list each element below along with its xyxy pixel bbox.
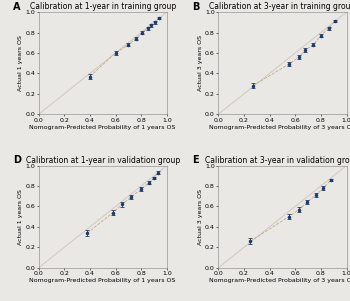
- X-axis label: Nomogram-Predicted Probability of 1 years OS: Nomogram-Predicted Probability of 1 year…: [29, 278, 176, 284]
- X-axis label: Nomogram-Predicted Probability of 3 years OS: Nomogram-Predicted Probability of 3 year…: [209, 278, 350, 284]
- Title: Calibration at 3-year in training group: Calibration at 3-year in training group: [209, 2, 350, 11]
- Title: Calibration at 3-year in validation group: Calibration at 3-year in validation grou…: [205, 156, 350, 165]
- Text: E: E: [193, 155, 199, 165]
- X-axis label: Nomogram-Predicted Probability of 3 years OS: Nomogram-Predicted Probability of 3 year…: [209, 125, 350, 130]
- Text: A: A: [13, 2, 20, 12]
- Y-axis label: Actual 1 years OS: Actual 1 years OS: [18, 35, 23, 91]
- Y-axis label: Actual 3 years OS: Actual 3 years OS: [198, 35, 203, 91]
- X-axis label: Nomogram-Predicted Probability of 1 years OS: Nomogram-Predicted Probability of 1 year…: [29, 125, 176, 130]
- Title: Calibration at 1-year in training group: Calibration at 1-year in training group: [29, 2, 176, 11]
- Text: D: D: [13, 155, 21, 165]
- Y-axis label: Actual 3 years OS: Actual 3 years OS: [198, 189, 203, 245]
- Title: Calibration at 1-year in validation group: Calibration at 1-year in validation grou…: [26, 156, 180, 165]
- Y-axis label: Actual 1 years OS: Actual 1 years OS: [18, 189, 23, 245]
- Text: B: B: [193, 2, 200, 12]
